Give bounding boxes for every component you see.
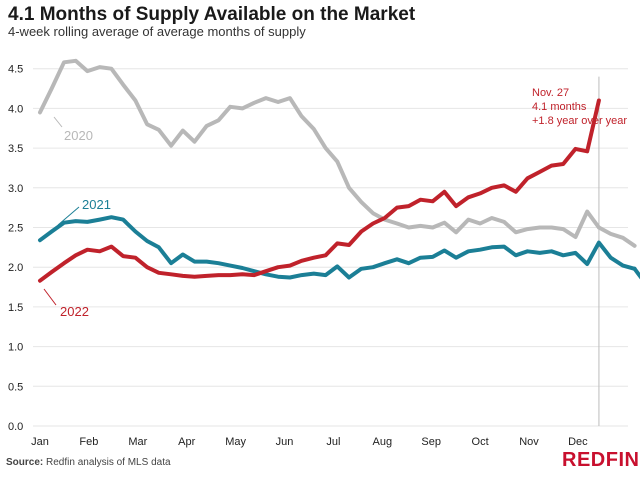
series-line (596, 225, 637, 248)
series-label: 2022 (60, 304, 89, 319)
series-label: 2021 (82, 197, 111, 212)
y-tick-label: 1.5 (8, 302, 23, 314)
source-note: Source: Redfin analysis of MLS data (6, 457, 171, 468)
series-label-leader (53, 116, 63, 128)
y-tick-label: 0.0 (8, 421, 23, 433)
y-axis-ticks: 0.0 0.5 1.0 1.5 2.0 2.5 3.0 3.5 4.0 4.5 (8, 64, 23, 433)
series-line (38, 58, 601, 239)
x-tick-label: Mar (128, 436, 147, 448)
redfin-logo: REDFIN (562, 449, 640, 471)
series-line (632, 266, 640, 280)
y-tick-label: 4.0 (8, 103, 23, 115)
x-tick-label: Jul (326, 436, 340, 448)
x-tick-label: May (225, 436, 246, 448)
annotation-line: +1.8 year over year (532, 115, 627, 127)
annotation: Nov. 27 4.1 months +1.8 year over year (532, 87, 627, 127)
y-tick-label: 4.5 (8, 64, 23, 76)
series-label: 2020 (64, 128, 93, 143)
series-label-leader (43, 288, 57, 306)
chart-title: 4.1 Months of Supply Available on the Ma… (8, 4, 416, 25)
gridlines (33, 68, 628, 427)
x-tick-label: Sep (421, 436, 441, 448)
y-tick-label: 2.5 (8, 223, 23, 235)
x-tick-label: Feb (79, 436, 98, 448)
chart-subtitle: 4-week rolling average of average months… (8, 24, 306, 39)
x-tick-label: Jan (31, 436, 49, 448)
x-tick-label: Aug (373, 436, 393, 448)
y-tick-label: 2.0 (8, 262, 23, 274)
y-tick-label: 0.5 (8, 381, 23, 393)
x-tick-label: Oct (472, 436, 489, 448)
source-text: Redfin analysis of MLS data (46, 457, 171, 468)
annotation-line: 4.1 months (532, 101, 587, 113)
y-tick-label: 1.0 (8, 342, 23, 354)
x-tick-label: Nov (519, 436, 539, 448)
series-label-leader (57, 206, 80, 226)
x-axis-ticks: Jan Feb Mar Apr May Jun Jul Aug Sep Oct Nov Dec (31, 436, 588, 448)
series-labels: 2020 2021 2022 (43, 116, 111, 319)
annotation-line: Nov. 27 (532, 87, 569, 99)
x-tick-label: Dec (568, 436, 588, 448)
series-line (38, 215, 637, 280)
series-line (38, 98, 601, 283)
x-tick-label: Apr (178, 436, 195, 448)
x-tick-label: Jun (276, 436, 294, 448)
series-lines (38, 58, 640, 283)
source-label: Source: (6, 457, 44, 468)
y-tick-label: 3.0 (8, 183, 23, 195)
y-tick-label: 3.5 (8, 143, 23, 155)
